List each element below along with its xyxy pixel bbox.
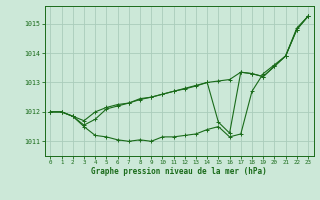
X-axis label: Graphe pression niveau de la mer (hPa): Graphe pression niveau de la mer (hPa) [91,167,267,176]
